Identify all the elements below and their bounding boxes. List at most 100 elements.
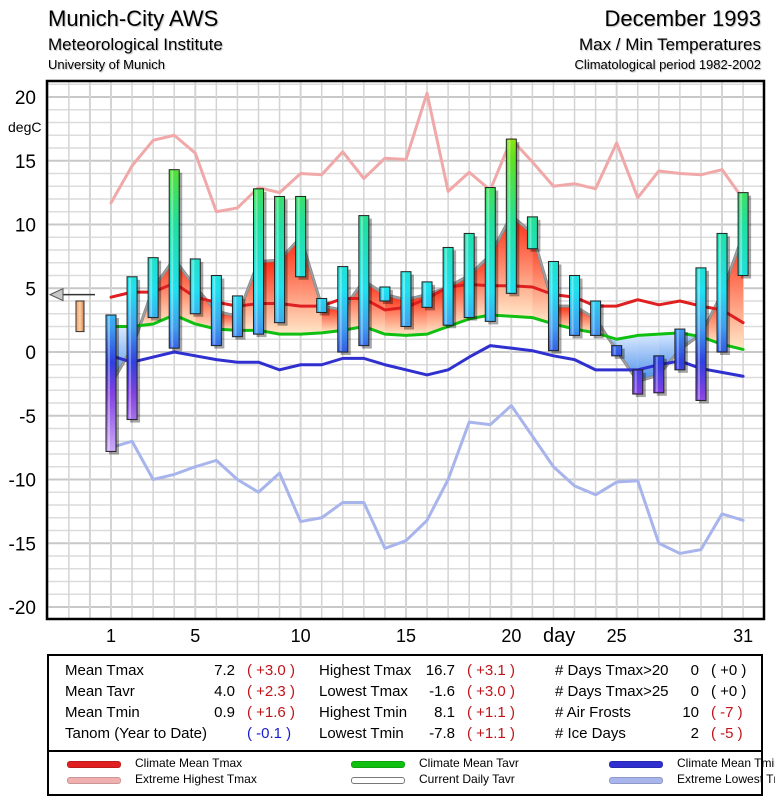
y-tick-label: 10: [15, 216, 36, 237]
bar-body: [379, 286, 391, 302]
stat-label: Mean Tmin: [65, 704, 140, 721]
bar-body: [274, 195, 286, 324]
x-tick-label: 1: [106, 626, 116, 646]
bar-highlight: [719, 234, 722, 351]
day-bar: [505, 138, 520, 297]
x-tick-label: 31: [733, 626, 753, 646]
bar-highlight: [297, 197, 300, 276]
stat-value: -1.6: [429, 683, 455, 700]
day-bar: [189, 258, 204, 317]
day-bar: [695, 267, 709, 404]
bar-highlight: [613, 346, 616, 355]
day-bar: [653, 355, 667, 396]
climate-period: Climatological period 1982-2002: [574, 57, 761, 72]
day-bar: [274, 195, 288, 326]
day-bar: [716, 232, 731, 355]
stat-value: 0.9: [214, 704, 235, 721]
stat-label: Tanom (Year to Date): [65, 725, 208, 742]
stat-label: Mean Tmax: [65, 662, 144, 679]
day-bar: [632, 369, 646, 398]
stat-label: Highest Tmax: [319, 662, 412, 679]
bar-highlight: [255, 189, 258, 334]
stat-anomaly: ( +3.0 ): [247, 662, 295, 679]
day-bar: [611, 345, 625, 359]
day-bar: [358, 215, 372, 349]
extreme-highest-tmax-line: [109, 91, 745, 214]
stat-value: 7.2: [214, 662, 235, 679]
stat-anomaly: ( +1.6 ): [247, 704, 295, 721]
bar-highlight: [213, 276, 216, 345]
day-bar: [316, 297, 330, 316]
day-bar: [442, 246, 457, 329]
stat-anomaly: ( -7 ): [711, 704, 743, 721]
day-bar: [526, 216, 541, 252]
bar-highlight: [402, 272, 405, 326]
university-title: University of Munich: [48, 57, 166, 72]
legend-swatch: [609, 761, 663, 768]
day-bar: [463, 232, 478, 321]
ytd-anomaly-bar: [75, 300, 85, 333]
extreme-lowest-tmin-line: [109, 404, 745, 555]
day-bar: [295, 195, 309, 280]
day-bar: [400, 271, 414, 330]
day-bar: [147, 257, 162, 321]
day-bar: [105, 314, 119, 455]
bar-body: [147, 257, 159, 319]
bar-highlight: [508, 140, 511, 293]
bar-highlight: [487, 188, 490, 321]
bar-highlight: [466, 234, 469, 317]
day-bar: [590, 300, 604, 339]
bar-highlight: [108, 316, 110, 451]
bar-body: [400, 271, 412, 327]
day-bar: [421, 281, 436, 311]
bar-body: [189, 258, 201, 315]
bar-highlight: [676, 330, 679, 369]
bar-highlight: [276, 197, 279, 322]
x-tick-label: 5: [190, 626, 200, 646]
stat-value: 10: [682, 704, 699, 721]
station-title: Munich-City AWS: [48, 6, 219, 31]
bar-body: [463, 232, 475, 319]
bar-highlight: [592, 302, 595, 335]
day-bar: [231, 295, 246, 340]
day-bar: [379, 286, 393, 304]
bar-highlight: [129, 277, 132, 419]
stat-label: # Ice Days: [555, 725, 626, 742]
legend-swatch: [351, 777, 405, 784]
stat-label: # Air Frosts: [555, 704, 631, 721]
day-bar: [737, 192, 752, 279]
legend-label: Current Daily Tavr: [419, 772, 515, 786]
y-tick-label: -15: [9, 534, 36, 555]
stat-anomaly: ( +1.1 ): [467, 725, 515, 742]
bar-highlight: [550, 262, 553, 350]
bar-body: [611, 345, 623, 357]
legend-swatch: [67, 777, 121, 784]
y-tick-label: 5: [25, 279, 36, 300]
bar-highlight: [381, 287, 384, 300]
day-bar: [484, 187, 499, 325]
x-tick-label: 25: [607, 626, 627, 646]
bar-body: [210, 275, 222, 347]
stat-label: Lowest Tmin: [319, 725, 404, 742]
bar-highlight: [697, 268, 700, 400]
day-bar: [337, 266, 351, 355]
stat-anomaly: ( +3.0 ): [467, 683, 515, 700]
bar-body: [505, 138, 517, 294]
bar-body: [442, 246, 454, 326]
daily-bars: [105, 138, 752, 455]
legend-swatch: [351, 761, 405, 768]
legend-label: Climate Mean Tmin: [677, 756, 775, 770]
bar-body: [590, 300, 602, 336]
legend-label: Climate Mean Tavr: [419, 756, 519, 770]
bar-body: [126, 276, 138, 421]
stat-anomaly: ( +0 ): [711, 662, 747, 679]
day-bar: [547, 260, 562, 354]
bar-highlight: [445, 248, 448, 325]
bar-body: [421, 281, 433, 308]
bar-highlight: [171, 170, 174, 348]
legend-swatch: [67, 761, 121, 768]
y-tick-label: 0: [25, 343, 36, 364]
bar-body: [526, 216, 538, 250]
bar-highlight: [234, 296, 237, 336]
